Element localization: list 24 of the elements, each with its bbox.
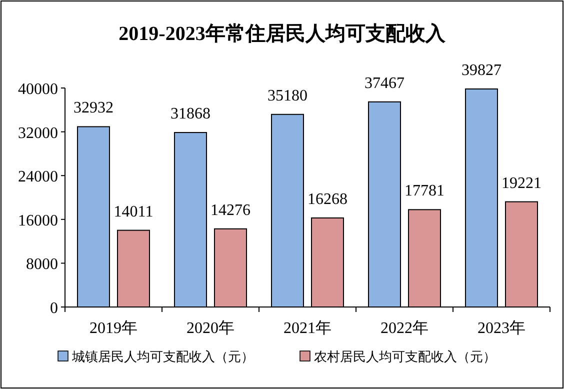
x-tick-label: 2020年 [186, 320, 234, 337]
data-label: 14011 [114, 203, 154, 220]
data-label: 16268 [308, 190, 348, 208]
x-tick-label: 2022年 [380, 320, 428, 337]
y-tick-label: 32000 [18, 124, 58, 142]
y-tick-label: 8000 [26, 256, 58, 274]
y-tick-label: 40000 [18, 81, 58, 98]
legend-label: 农村居民人均可支配收入（元） [314, 349, 496, 364]
data-label: 19221 [502, 174, 542, 192]
data-label: 14276 [210, 202, 250, 219]
x-tick-label: 2023年 [478, 320, 526, 337]
title: 2019-2023年常住居民人均可支配收入 [118, 23, 446, 45]
y-tick-label: 24000 [18, 168, 58, 186]
data-label: 37467 [364, 74, 404, 92]
legend-label: 城镇居民人均可支配收入（元） [71, 349, 254, 364]
data-label: 39827 [462, 62, 502, 79]
data-label: 32932 [74, 100, 114, 117]
data-label: 17781 [404, 182, 444, 200]
data-label: 35180 [268, 87, 308, 104]
data-label: 31868 [170, 106, 210, 123]
y-tick-label: 0 [50, 300, 58, 317]
x-tick-label: 2021年 [284, 320, 332, 337]
y-tick-label: 16000 [18, 212, 58, 230]
x-tick-label: 2019年 [90, 320, 138, 337]
